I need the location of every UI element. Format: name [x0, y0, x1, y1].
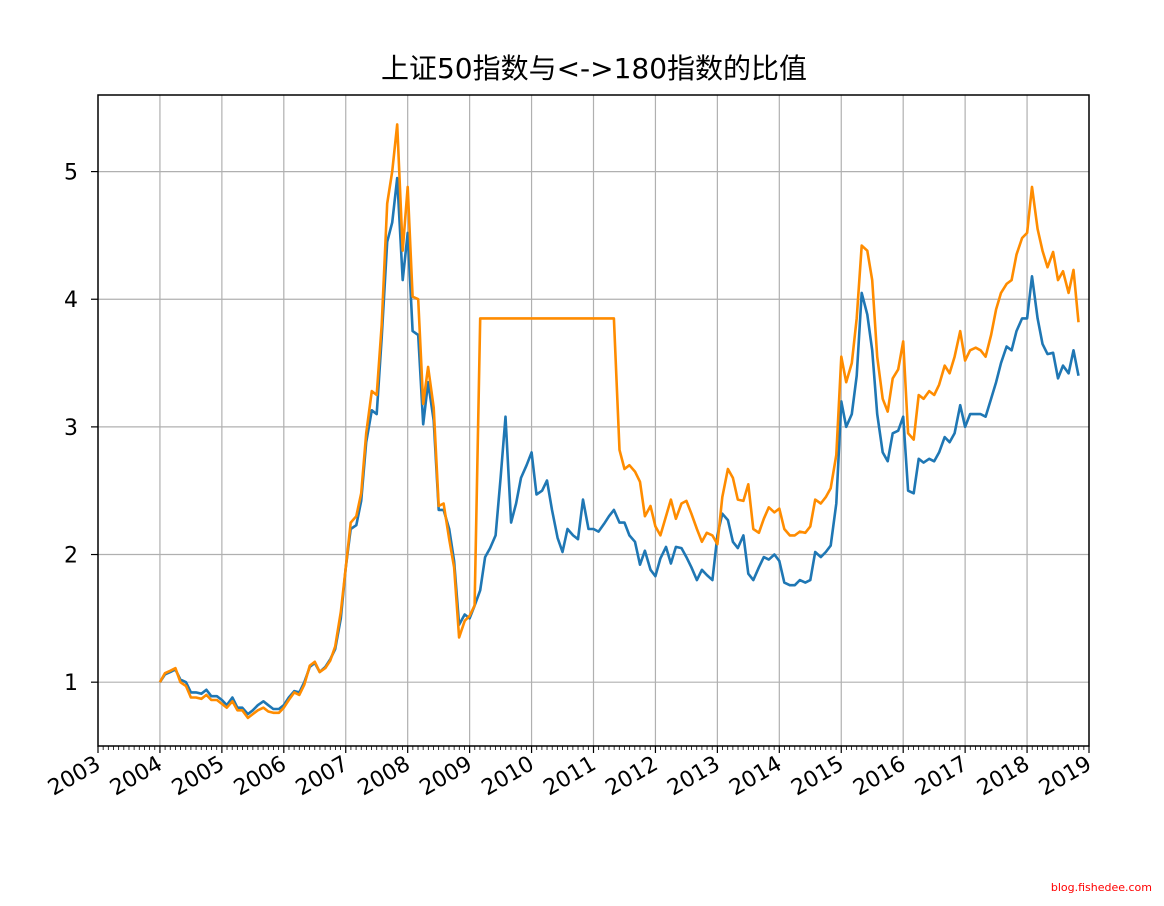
y-tick-label: 5	[64, 161, 78, 186]
x-tick-label: 2008	[354, 752, 415, 802]
watermark: blog.fishedee.com	[1050, 881, 1152, 894]
x-tick-label: 2009	[416, 752, 477, 802]
x-tick-label: 2013	[663, 752, 724, 802]
y-tick-label: 2	[64, 544, 78, 569]
x-tick-label: 2007	[292, 752, 353, 802]
y-tick-label: 4	[64, 288, 78, 313]
chart-title: 上证50指数与<->180指数的比值	[381, 52, 807, 85]
x-tick-label: 2016	[849, 752, 910, 802]
x-tick-label: 2006	[230, 752, 291, 802]
x-tick-label: 2018	[973, 752, 1034, 802]
x-tick-label: 2017	[911, 752, 972, 802]
x-tick-label: 2014	[725, 752, 786, 802]
grid	[98, 95, 1089, 746]
x-tick-label: 2015	[787, 752, 848, 802]
series-layer	[158, 123, 1080, 720]
x-tick-label: 2003	[44, 752, 105, 802]
y-tick-label: 3	[64, 416, 78, 441]
x-tick-label: 2012	[601, 752, 662, 802]
x-tick-label: 2004	[106, 752, 167, 802]
x-tick-label: 2005	[168, 752, 229, 802]
x-tick-label: 2019	[1035, 752, 1096, 802]
x-tick-label: 2011	[540, 752, 601, 802]
x-tick-label: 2010	[478, 752, 539, 802]
y-tick-label: 1	[64, 671, 78, 696]
series-line-2	[158, 123, 1080, 720]
